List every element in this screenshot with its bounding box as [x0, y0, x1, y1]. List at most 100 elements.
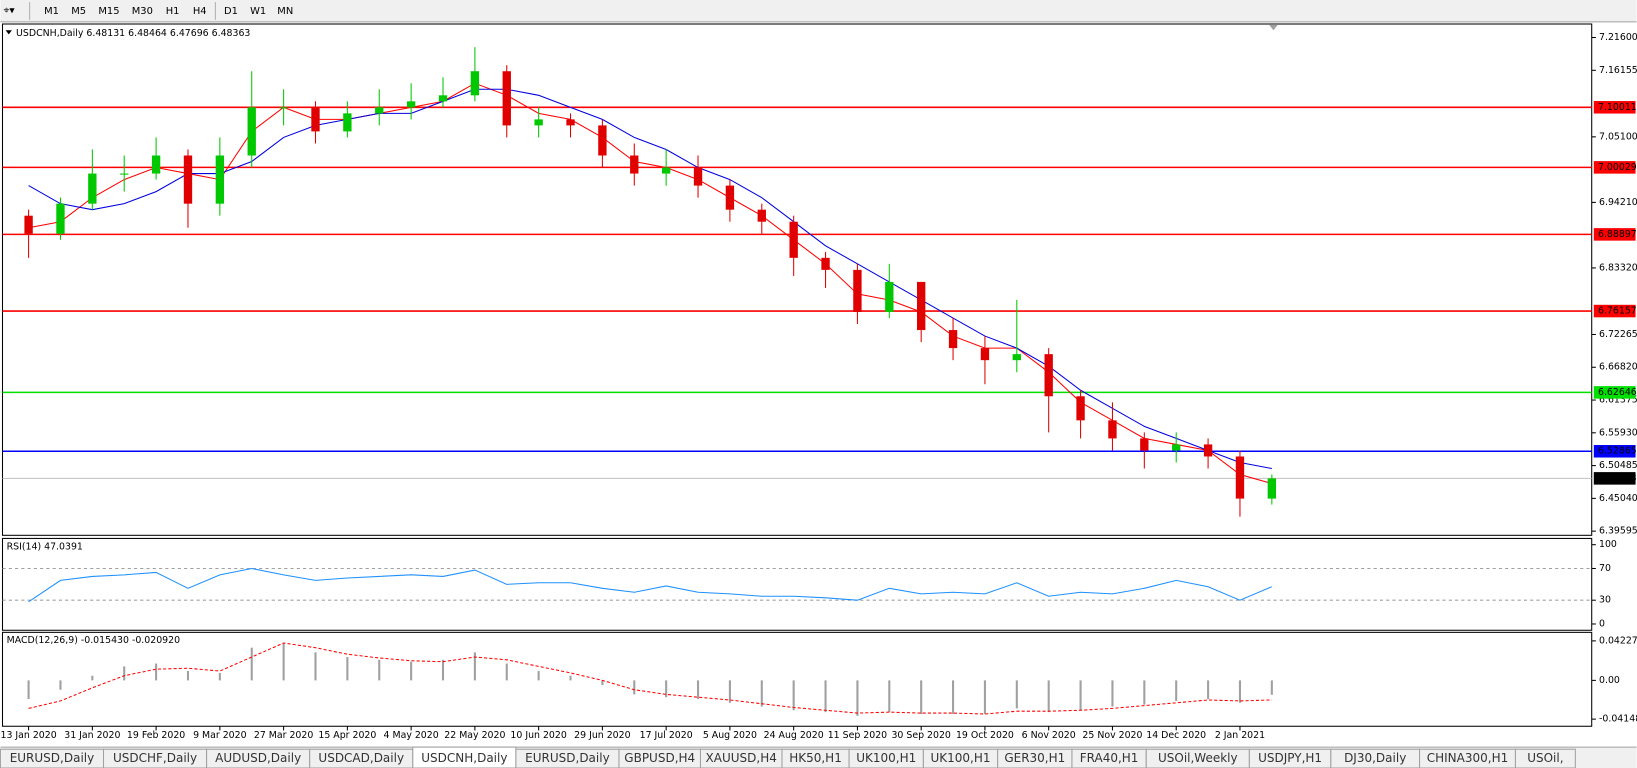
chart-tab[interactable]: GBPUSD,H4 — [618, 748, 702, 768]
chart-tab[interactable]: USOil,Weekly — [1145, 748, 1250, 768]
y-tick-label: 7.16155 — [1599, 65, 1637, 76]
macd-bar — [1238, 680, 1242, 703]
macd-bar — [282, 643, 285, 681]
tab-bg — [1514, 748, 1576, 768]
timeframe-label: H4 — [193, 6, 207, 17]
timeframe-label: M5 — [71, 6, 86, 17]
timeframe-button[interactable]: H4 — [186, 2, 214, 20]
tab-label: UK100,H1 — [931, 751, 991, 765]
candle-body — [343, 113, 352, 132]
x-tick-label: 5 Aug 2020 — [703, 730, 757, 741]
macd-bar — [696, 680, 700, 700]
timeframe-button[interactable]: M5 — [65, 2, 93, 20]
moving-average — [28, 88, 1272, 470]
candle-body — [948, 330, 958, 349]
macd-bar — [983, 680, 986, 715]
chart-tab[interactable]: UK100,H1 — [848, 748, 924, 768]
tab-label: XAUUSD,H4 — [706, 751, 777, 765]
timeframe-label: MN — [277, 6, 293, 17]
macd-frame — [1, 631, 1593, 727]
candle-body — [534, 119, 543, 126]
timeframe-label: W1 — [250, 6, 266, 17]
y-tick-label: 6.61375 — [1599, 395, 1637, 406]
chart-tab[interactable]: DJ30,Daily — [1330, 748, 1421, 768]
timeframe-button[interactable]: M15 — [92, 2, 126, 20]
candle-body — [693, 167, 703, 186]
timeframe-button[interactable]: M1 — [37, 2, 66, 20]
candle-body — [661, 167, 671, 174]
timeframe-label: M30 — [132, 6, 153, 17]
macd-bar — [537, 671, 540, 681]
candle-body — [151, 155, 161, 174]
level-label-bg — [1593, 304, 1636, 318]
chart-menu-arrow[interactable] — [5, 30, 12, 35]
candle-body — [183, 155, 193, 204]
tab-label: DJ30,Daily — [1344, 751, 1406, 765]
panel-title: RSI(14) 47.0391 — [7, 541, 83, 552]
y-tick-label: 6.94210 — [1599, 197, 1637, 208]
timeframe-button-bg — [271, 2, 299, 20]
chart-tab[interactable]: USDJPY,H1 — [1248, 748, 1332, 768]
toolbar-icon[interactable]: ⌖▾ — [4, 4, 16, 16]
chart-tab[interactable]: EURUSD,Daily — [0, 748, 105, 768]
y-tick-label: 6.50485 — [1599, 460, 1637, 471]
timeframe-button[interactable]: D1 — [217, 2, 245, 20]
y-tick-label: 6.72265 — [1599, 329, 1637, 340]
timeframe-button-bg — [217, 2, 245, 20]
chart-tab[interactable]: USDCHF,Daily — [102, 748, 208, 768]
chart-tab[interactable]: USDCNH,Daily — [412, 746, 517, 768]
rsi-frame — [1, 537, 1593, 631]
tab-label: CHINA300,H1 — [1427, 751, 1509, 765]
macd-bar — [155, 663, 158, 681]
chart-tab[interactable]: CHINA300,H1 — [1419, 748, 1516, 768]
tab-label: USOil,Weekly — [1158, 751, 1238, 765]
tab-label: USDJPY,H1 — [1258, 751, 1322, 765]
candle-body — [725, 185, 735, 210]
current-price-label: 6.48363 — [1598, 473, 1637, 484]
macd-bar — [824, 680, 827, 713]
candle-body — [215, 155, 225, 204]
timeframe-button[interactable]: MN — [271, 2, 299, 20]
timeframe-button-bg — [159, 2, 187, 20]
candle-body — [1172, 444, 1181, 451]
macd-bar — [1270, 680, 1273, 695]
macd-bar — [505, 663, 508, 681]
chart-tab[interactable]: XAUUSD,H4 — [699, 748, 783, 768]
macd-bar — [410, 661, 413, 681]
x-tick-label: 9 Mar 2020 — [193, 730, 247, 741]
macd-signal — [28, 642, 1272, 715]
timeframe-label: M15 — [98, 6, 119, 17]
timeframe-button[interactable]: W1 — [244, 2, 272, 20]
chart-tab[interactable]: AUDUSD,Daily — [206, 748, 311, 768]
candle-body — [438, 95, 448, 102]
macd-bar — [1047, 680, 1050, 713]
tab-label: UK100,H1 — [856, 751, 916, 765]
chart-tab[interactable]: HK50,H1 — [781, 748, 850, 768]
timeframe-button-bg — [244, 2, 272, 20]
chart-tab[interactable]: EURUSD,Daily — [515, 748, 620, 768]
level-label-bg — [1593, 101, 1636, 114]
macd-bar — [91, 675, 94, 681]
candle-body — [279, 107, 288, 109]
chart-tab[interactable]: UK100,H1 — [922, 748, 999, 768]
chart-tab[interactable]: USDCAD,Daily — [309, 748, 414, 768]
chart-tab[interactable]: FRA40,H1 — [1071, 748, 1147, 768]
macd-bar — [346, 657, 349, 681]
macd-bar — [473, 652, 476, 681]
timeframe-button-bg — [92, 2, 126, 20]
tab-label: USDCAD,Daily — [318, 751, 404, 765]
tab-label: EURUSD,Daily — [525, 751, 610, 765]
timeframe-button[interactable]: M30 — [125, 2, 160, 20]
candle-body — [1140, 438, 1149, 451]
timeframe-button-bg — [125, 2, 160, 20]
macd-bar — [1143, 680, 1146, 705]
macd-bar — [952, 680, 955, 715]
x-tick-label: 2 Jan 2021 — [1215, 730, 1265, 741]
chart-tab[interactable]: USOil, — [1514, 748, 1576, 768]
timeframe-button[interactable]: H1 — [159, 2, 187, 20]
level-label: 6.76157 — [1598, 306, 1637, 317]
candle-body — [821, 257, 830, 270]
macd-bar — [218, 672, 221, 681]
macd-bar — [920, 680, 923, 715]
chart-tab[interactable]: GER30,H1 — [997, 748, 1073, 768]
